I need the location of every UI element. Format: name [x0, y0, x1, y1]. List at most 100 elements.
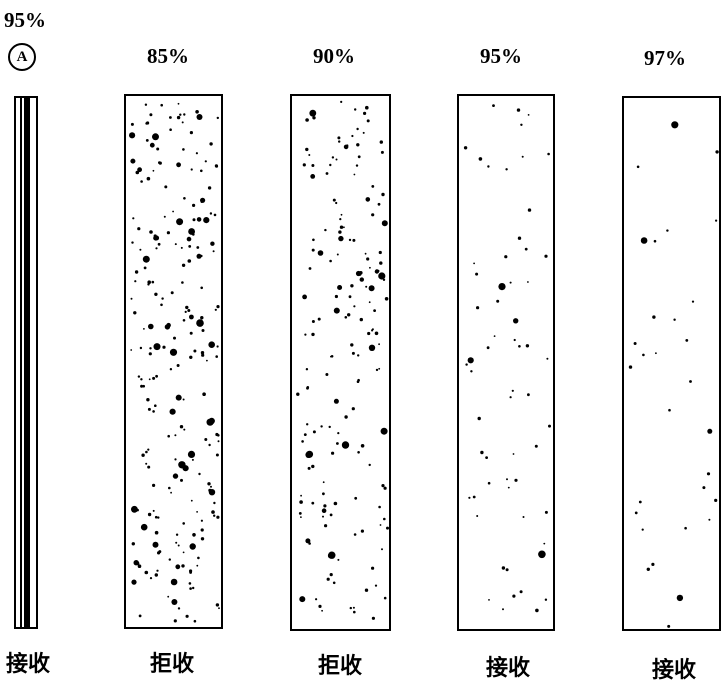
- pore-dot: [216, 345, 219, 348]
- pore-dot: [640, 237, 648, 244]
- pore-dot: [168, 486, 171, 490]
- pore-dot: [176, 162, 181, 168]
- pore-dot: [170, 578, 178, 586]
- panel-97-percent-label: 97%: [644, 46, 686, 70]
- pore-dot: [354, 108, 357, 111]
- pore-dot: [195, 110, 199, 114]
- pore-dot: [329, 573, 333, 577]
- pore-dot: [501, 566, 506, 570]
- pore-dot: [548, 424, 551, 428]
- pore-dot: [137, 167, 142, 173]
- porosity-panel-90: [290, 94, 391, 631]
- pore-dot: [308, 267, 312, 270]
- pore-dot: [655, 352, 657, 355]
- pore-dot: [214, 164, 218, 168]
- pore-dot: [509, 396, 512, 399]
- pore-dot: [350, 343, 354, 347]
- pore-dot: [195, 152, 198, 155]
- pore-dot: [193, 619, 197, 623]
- pore-dot: [305, 538, 311, 544]
- pore-dot: [343, 226, 345, 229]
- pore-dot: [154, 515, 158, 519]
- porosity-dots-95: [463, 104, 551, 613]
- pore-dot: [684, 526, 687, 530]
- pore-dot: [152, 133, 159, 141]
- pore-dot: [354, 496, 358, 500]
- pore-dot: [148, 323, 154, 330]
- pore-dot: [147, 407, 151, 411]
- pore-dot: [312, 430, 316, 434]
- pore-dot: [359, 277, 364, 282]
- pore-dot: [337, 432, 340, 435]
- pore-dot: [196, 114, 203, 120]
- pore-dot: [216, 515, 220, 519]
- pore-dot: [136, 561, 140, 566]
- pore-dot: [139, 248, 142, 251]
- pore-dot: [162, 345, 166, 349]
- pore-dot: [167, 595, 170, 598]
- pore-dot: [305, 147, 309, 152]
- pore-dot: [311, 164, 315, 167]
- pore-dot: [374, 269, 380, 274]
- pore-dot: [527, 281, 529, 283]
- pore-dot: [215, 603, 220, 607]
- pore-dot: [203, 217, 210, 224]
- pore-dot: [353, 173, 356, 176]
- pore-dot: [381, 220, 388, 227]
- pore-dot: [301, 440, 304, 443]
- pore-dot: [671, 121, 679, 129]
- pore-dot: [196, 253, 202, 259]
- pore-dot: [145, 462, 148, 465]
- pore-dot: [187, 450, 196, 458]
- pore-dot: [525, 344, 530, 348]
- pore-dot: [155, 374, 158, 378]
- pore-dot: [303, 433, 307, 436]
- pore-dot: [191, 458, 194, 461]
- pore-dot: [174, 243, 177, 246]
- pore-dot: [213, 501, 216, 505]
- pore-dot: [378, 367, 381, 370]
- pore-dot: [181, 564, 185, 568]
- pore-dot: [527, 393, 530, 397]
- pore-dot: [192, 218, 196, 222]
- pore-dot: [359, 317, 363, 322]
- pore-dot: [384, 297, 389, 301]
- pore-dot: [156, 569, 159, 572]
- pore-dot: [142, 255, 150, 263]
- pore-dot: [176, 364, 180, 367]
- pore-dot: [353, 305, 356, 308]
- pore-dot: [152, 169, 155, 172]
- pore-dot: [211, 510, 215, 514]
- pore-dot: [172, 473, 179, 479]
- pore-dot: [473, 262, 475, 265]
- pore-dot: [358, 273, 362, 276]
- pore-dot: [365, 285, 368, 288]
- pore-dot: [374, 584, 378, 587]
- pore-dot: [386, 526, 389, 530]
- pore-dot: [506, 478, 508, 481]
- panel-95-percent-label: 95%: [480, 44, 522, 68]
- pore-dot: [380, 150, 384, 154]
- pore-dot: [373, 309, 376, 312]
- pore-dot: [192, 533, 196, 537]
- pore-dot: [321, 609, 323, 612]
- pore-dot: [673, 318, 676, 321]
- pore-dot: [169, 348, 178, 356]
- pore-dot: [145, 122, 148, 125]
- pore-dot: [212, 250, 215, 253]
- pore-dot: [518, 345, 521, 348]
- pore-dot: [312, 116, 316, 120]
- pore-dot: [543, 542, 546, 545]
- pore-dot: [322, 492, 325, 496]
- pore-dot: [366, 257, 370, 261]
- pore-dot: [306, 423, 309, 426]
- reference-strip-band: [24, 98, 30, 627]
- pore-dot: [337, 558, 340, 561]
- pore-dot: [176, 115, 181, 120]
- pore-dot: [371, 213, 375, 217]
- pore-dot: [305, 450, 314, 458]
- pore-dot: [189, 331, 193, 335]
- pore-dot: [177, 544, 180, 547]
- pore-dot: [646, 567, 650, 571]
- pore-dot: [130, 297, 133, 300]
